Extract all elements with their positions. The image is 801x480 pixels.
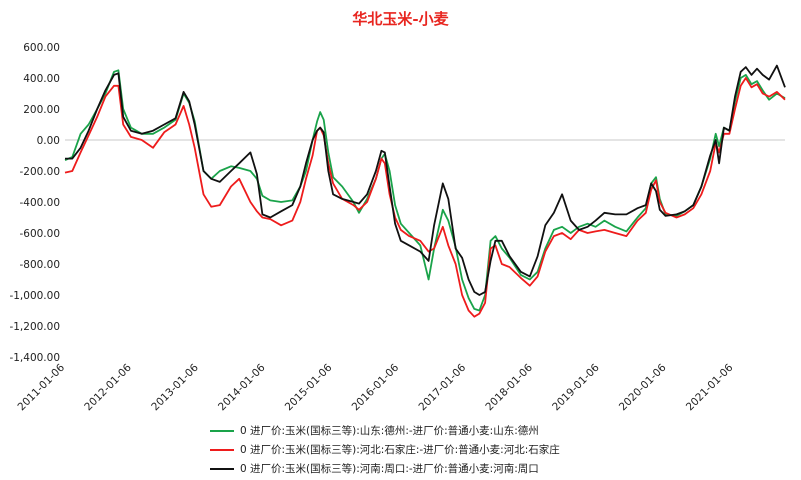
chart-title: 华北玉米-小麦 <box>352 10 449 28</box>
x-tick-label: 2017-01-06 <box>417 361 469 413</box>
legend-label: 0 进厂价:玉米(国标三等):河北:石家庄:-进厂价:普通小麦:河北:石家庄 <box>240 444 560 456</box>
series-line-1 <box>64 69 786 312</box>
x-axis: 2011-01-06 2012-01-06 2013-01-06 2014-01-06… <box>15 139 785 413</box>
series-line-2 <box>64 77 786 318</box>
legend-swatch <box>210 448 234 451</box>
x-tick-label: 2013-01-06 <box>149 361 201 413</box>
x-tick-label: 2021-01-06 <box>684 361 736 413</box>
y-tick-label: 0.00 <box>37 135 60 147</box>
legend-swatch <box>210 429 234 432</box>
y-tick-label: -1,400.00 <box>9 352 60 364</box>
chart-legend: 0 进厂价:玉米(国标三等):山东:德州:-进厂价:普通小麦:山东:德州 0 进厂… <box>210 421 560 478</box>
x-tick-label: 2019-01-06 <box>550 361 602 413</box>
legend-item-1: 0 进厂价:玉米(国标三等):山东:德州:-进厂价:普通小麦:山东:德州 <box>210 421 560 440</box>
series-layer <box>64 64 786 318</box>
x-tick-label: 2018-01-06 <box>483 361 535 413</box>
x-tick-label: 2015-01-06 <box>283 361 335 413</box>
x-tick-label: 2014-01-06 <box>216 361 268 413</box>
x-tick-label: 2011-01-06 <box>15 361 67 413</box>
legend-swatch <box>210 467 234 470</box>
y-tick-label: -400.00 <box>19 197 60 209</box>
y-tick-label: 600.00 <box>23 42 60 54</box>
y-tick-label: -200.00 <box>19 166 60 178</box>
series-line-3 <box>65 64 786 296</box>
legend-item-3: 0 进厂价:玉米(国标三等):河南:周口:-进厂价:普通小麦:河南:周口 <box>210 459 560 478</box>
y-tick-label: -1,000.00 <box>9 290 60 302</box>
y-tick-label: -1,200.00 <box>9 321 60 333</box>
legend-item-2: 0 进厂价:玉米(国标三等):河北:石家庄:-进厂价:普通小麦:河北:石家庄 <box>210 440 560 459</box>
x-tick-label: 2016-01-06 <box>350 361 402 413</box>
x-tick-label: 2020-01-06 <box>617 361 669 413</box>
y-tick-label: -800.00 <box>19 259 60 271</box>
x-tick-label: 2012-01-06 <box>82 361 134 413</box>
y-axis: 600.00 400.00 200.00 0.00 -200.00 -400.00 -600… <box>9 42 60 364</box>
y-tick-label: 200.00 <box>23 104 60 116</box>
legend-label: 0 进厂价:玉米(国标三等):河南:周口:-进厂价:普通小麦:河南:周口 <box>240 463 539 475</box>
y-tick-label: 400.00 <box>23 73 60 85</box>
y-tick-label: -600.00 <box>19 228 60 240</box>
legend-label: 0 进厂价:玉米(国标三等):山东:德州:-进厂价:普通小麦:山东:德州 <box>240 425 539 437</box>
